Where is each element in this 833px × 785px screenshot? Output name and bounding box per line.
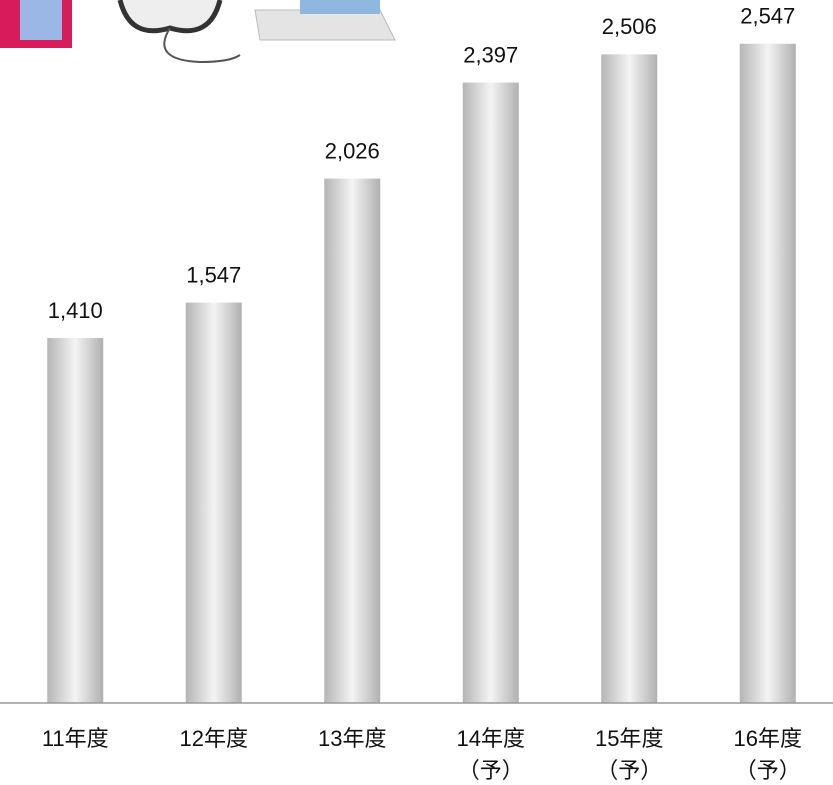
value-label: 2,397 — [463, 42, 518, 67]
bar — [739, 43, 796, 704]
value-label: 2,506 — [602, 14, 657, 39]
value-label: 1,410 — [48, 298, 103, 323]
value-label: 2,547 — [740, 4, 795, 29]
x-tick-label: 16年度（予） — [734, 726, 802, 783]
x-tick-label: 15年度（予） — [595, 726, 663, 783]
bar — [324, 178, 381, 704]
x-tick-label: 14年度（予） — [457, 726, 525, 783]
product-images — [0, 0, 396, 64]
bar — [462, 82, 519, 703]
case-screen — [20, 0, 62, 40]
bar — [601, 54, 658, 704]
x-tick-label: 12年度 — [180, 726, 248, 751]
bar — [47, 338, 104, 703]
headphones-cable — [163, 27, 241, 64]
bar — [185, 302, 242, 703]
x-tick-label: 11年度 — [42, 726, 109, 751]
keyboard-image — [254, 9, 396, 41]
value-label: 2,026 — [325, 138, 380, 163]
headphones-image — [117, 0, 223, 34]
value-label: 1,547 — [186, 262, 241, 287]
x-tick-label: 13年度 — [318, 726, 386, 751]
tablet-screen — [300, 0, 380, 14]
